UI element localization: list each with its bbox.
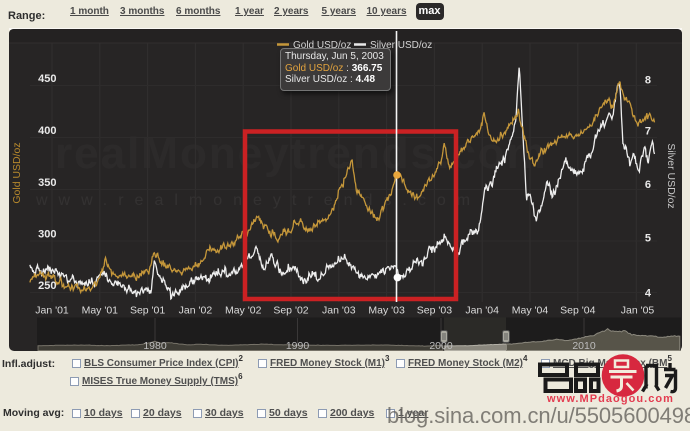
svg-text:300: 300 [38, 229, 56, 241]
svg-text:7: 7 [645, 126, 651, 138]
svg-text:May '04: May '04 [512, 305, 549, 317]
svg-text:2000: 2000 [429, 340, 453, 352]
svg-text:8: 8 [645, 75, 651, 87]
svg-text:May '02: May '02 [225, 305, 262, 317]
svg-text:5: 5 [645, 233, 651, 245]
svg-text:1990: 1990 [286, 340, 310, 352]
svg-text:Sep '01: Sep '01 [130, 305, 165, 317]
svg-text:400: 400 [38, 125, 56, 137]
svg-text:Jan '05: Jan '05 [621, 305, 655, 317]
svg-text:Jan '01: Jan '01 [35, 305, 69, 317]
svg-text:Sep '02: Sep '02 [273, 305, 308, 317]
svg-text:4: 4 [645, 288, 652, 300]
svg-text:Silver USD/oz: Silver USD/oz [370, 40, 432, 51]
svg-text:250: 250 [38, 280, 56, 292]
svg-text:Sep '03: Sep '03 [417, 305, 452, 317]
svg-text:Jan '02: Jan '02 [179, 305, 213, 317]
svg-text:Jan '03: Jan '03 [322, 305, 356, 317]
svg-text:May '01: May '01 [82, 305, 119, 317]
svg-text:May '03: May '03 [368, 305, 405, 317]
svg-text:Silver USD/oz: Silver USD/oz [665, 143, 677, 208]
svg-text:1980: 1980 [143, 340, 167, 352]
svg-text:2010: 2010 [572, 340, 596, 352]
svg-text:450: 450 [38, 73, 56, 85]
svg-text:Gold USD/oz: Gold USD/oz [293, 40, 351, 51]
svg-text:Gold USD/oz: Gold USD/oz [11, 142, 23, 203]
svg-text:Sep '04: Sep '04 [560, 305, 595, 317]
svg-text:350: 350 [38, 177, 56, 189]
svg-text:6: 6 [645, 179, 651, 191]
svg-text:Jan '04: Jan '04 [465, 305, 499, 317]
